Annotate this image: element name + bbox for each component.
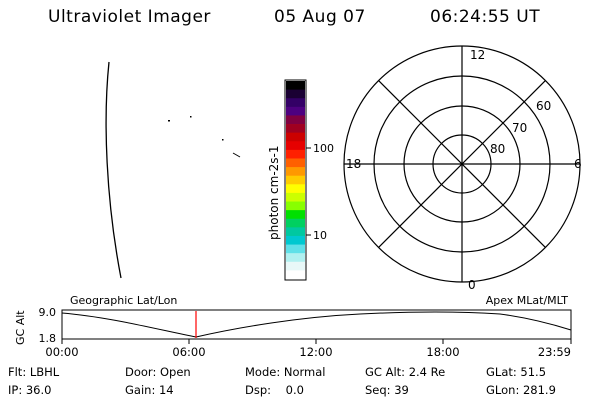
- colorbar-frame: [284, 79, 307, 281]
- colorbar-segment: [286, 244, 305, 254]
- colorbar-segment: [286, 115, 305, 125]
- glon-value: 281.9: [522, 383, 556, 397]
- mlt-label-0: 0: [468, 278, 476, 292]
- seq-label: Seq:: [365, 383, 391, 397]
- colorbar-segment: [286, 261, 305, 271]
- apex-label: Apex MLat/MLT: [486, 294, 569, 307]
- colorbar-segment: [286, 81, 305, 91]
- ip-label: IP:: [8, 383, 23, 397]
- earth-limb-curve: [105, 61, 122, 279]
- colorbar-segment: [286, 106, 305, 116]
- altitude-axis-label: GC Alt: [14, 310, 27, 345]
- altitude-curve: [61, 311, 572, 338]
- colorbar-tick-label: 10: [313, 229, 327, 242]
- colorbar-segment: [286, 270, 305, 280]
- instrument-title: Ultraviolet Imager: [48, 7, 211, 27]
- mlt-label-6: 6: [574, 157, 582, 171]
- y-tick-label: 9.0: [39, 306, 57, 319]
- colorbar-tick-label: 100: [313, 142, 334, 155]
- seq-info: Seq: 39: [365, 383, 409, 397]
- glon-info: GLon: 281.9: [486, 383, 556, 397]
- image-speck: [222, 139, 224, 141]
- x-tick-label: 18:00: [426, 345, 459, 359]
- colorbar-segment: [286, 175, 305, 185]
- colorbar: 100 10 photon cm-2s-1: [267, 79, 334, 281]
- gain-value: 14: [158, 383, 174, 397]
- colorbar-segment: [286, 89, 305, 99]
- colorbar-unit-label: photon cm-2s-1: [267, 146, 281, 241]
- gcalt-info: GC Alt: 2.4 Re: [365, 365, 445, 379]
- door-label: Door:: [125, 365, 157, 379]
- colorbar-segment: [286, 141, 305, 151]
- lat-label-80: 80: [490, 142, 505, 156]
- polar-labels: 12 18 6 0 60 70 80: [346, 48, 582, 292]
- lat-label-60: 60: [536, 99, 551, 113]
- x-tick-label: 06:00: [172, 345, 205, 359]
- mode-info: Mode: Normal: [245, 365, 325, 379]
- time-label: 06:24:55 UT: [430, 7, 541, 27]
- colorbar-segment: [286, 167, 305, 177]
- polar-diagonal: [378, 80, 546, 248]
- gain-label: Gain:: [125, 383, 156, 397]
- mlt-label-12: 12: [470, 48, 485, 62]
- date-label: 05 Aug 07: [274, 7, 366, 27]
- lat-label-70: 70: [512, 121, 527, 135]
- filter-label: Flt:: [8, 365, 27, 379]
- colorbar-segment: [286, 218, 305, 228]
- colorbar-segment: [286, 227, 305, 237]
- altitude-plot: Geographic Lat/Lon Apex MLat/MLT GC Alt …: [14, 294, 572, 359]
- glat-value: 51.5: [520, 365, 547, 379]
- colorbar-segment: [286, 184, 305, 194]
- y-tick-label: 1.8: [39, 332, 57, 345]
- dsp-label: Dsp:: [245, 383, 272, 397]
- seq-value: 39: [394, 383, 409, 397]
- door-info: Door: Open: [125, 365, 191, 379]
- filter-info: Flt: LBHL: [8, 365, 59, 379]
- x-tick-label: 23:59: [538, 345, 571, 359]
- glon-label: GLon:: [486, 383, 520, 397]
- mode-value: Normal: [283, 365, 326, 379]
- geographic-label: Geographic Lat/Lon: [70, 294, 177, 307]
- ip-info: IP: 36.0: [8, 383, 51, 397]
- colorbar-segment: [286, 124, 305, 134]
- geographic-image-panel: [105, 61, 241, 279]
- dsp-value: 0.0: [285, 383, 304, 397]
- colorbar-segment: [286, 98, 305, 108]
- image-speck: [168, 120, 170, 122]
- filter-value: LBHL: [29, 365, 60, 379]
- colorbar-segment: [286, 192, 305, 202]
- glat-label: GLat:: [486, 365, 517, 379]
- dsp-info: Dsp: 0.0: [245, 383, 304, 397]
- colorbar-segment: [286, 201, 305, 211]
- gcalt-label: GC Alt:: [365, 365, 406, 379]
- polar-plot: [343, 45, 581, 283]
- x-tick-label: 00:00: [45, 345, 78, 359]
- colorbar-segment: [286, 210, 305, 220]
- mlt-label-18: 18: [346, 157, 361, 171]
- image-speck: [190, 116, 192, 118]
- colorbar-segment: [286, 235, 305, 245]
- glat-info: GLat: 51.5: [486, 365, 546, 379]
- image-speck: [232, 152, 241, 158]
- colorbar-segment: [286, 149, 305, 159]
- colorbar-segment: [286, 158, 305, 168]
- gcalt-value: 2.4 Re: [408, 365, 446, 379]
- gain-info: Gain: 14: [125, 383, 174, 397]
- colorbar-segment: [286, 132, 305, 142]
- mode-label: Mode:: [245, 365, 281, 379]
- colorbar-segment: [286, 253, 305, 263]
- ip-value: 36.0: [25, 383, 52, 397]
- x-tick-label: 12:00: [299, 345, 332, 359]
- door-value: Open: [159, 365, 191, 379]
